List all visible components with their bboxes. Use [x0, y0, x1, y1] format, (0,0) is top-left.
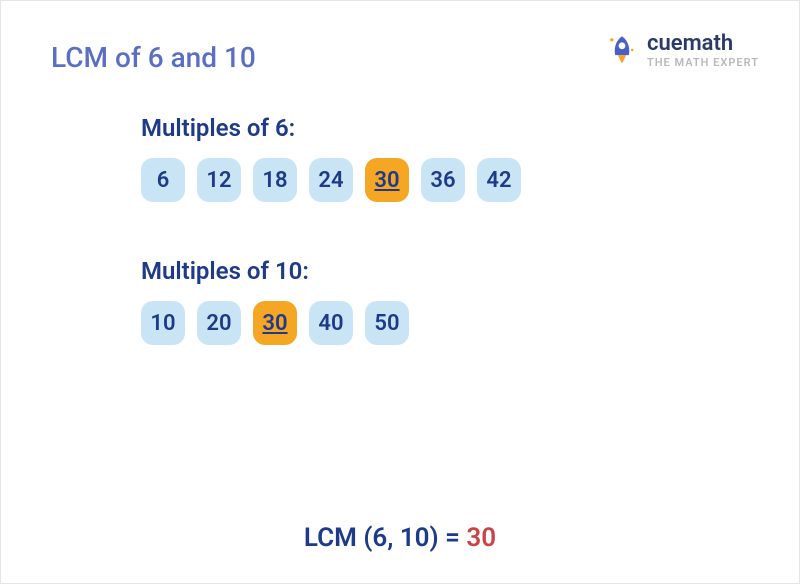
multiple-chip: 12	[197, 158, 241, 202]
logo-brand: cuemath	[647, 31, 759, 56]
brand-logo: cuemath THE MATH EXPERT	[605, 31, 759, 69]
multiple-chip: 40	[309, 301, 353, 345]
multiple-chip: 50	[365, 301, 409, 345]
multiple-chip: 18	[253, 158, 297, 202]
logo-tagline: THE MATH EXPERT	[647, 56, 759, 69]
section-label: Multiples of 10:	[141, 257, 749, 285]
multiple-chip: 36	[421, 158, 465, 202]
chip-row: 6 12 18 24 30 36 42	[141, 158, 749, 202]
multiples-section-6: Multiples of 6: 6 12 18 24 30 36 42	[51, 114, 749, 202]
multiple-chip: 20	[197, 301, 241, 345]
infographic-container: LCM of 6 and 10 cuemath THE MATH EXPERT …	[0, 0, 800, 584]
rocket-icon	[605, 33, 639, 67]
section-label: Multiples of 6:	[141, 114, 749, 142]
multiple-chip: 6	[141, 158, 185, 202]
multiples-section-10: Multiples of 10: 10 20 30 40 50	[51, 257, 749, 345]
chip-row: 10 20 30 40 50	[141, 301, 749, 345]
logo-text-group: cuemath THE MATH EXPERT	[647, 31, 759, 69]
multiple-chip: 30	[365, 158, 409, 202]
multiple-chip: 24	[309, 158, 353, 202]
lcm-result: LCM (6, 10) = 30	[1, 523, 799, 553]
result-value: 30	[466, 523, 496, 553]
multiple-chip: 42	[477, 158, 521, 202]
result-prefix: LCM (6, 10) =	[304, 523, 466, 553]
multiple-chip: 30	[253, 301, 297, 345]
multiple-chip: 10	[141, 301, 185, 345]
